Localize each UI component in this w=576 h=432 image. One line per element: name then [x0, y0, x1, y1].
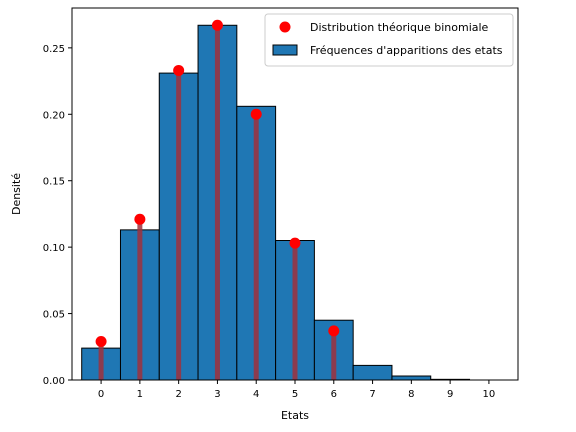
x-tick-label: 3 — [214, 389, 220, 400]
x-tick-label: 4 — [253, 389, 259, 400]
x-ticks: 0 1 2 3 4 5 6 7 8 9 10 — [98, 380, 495, 400]
x-tick-label: 9 — [447, 389, 453, 400]
y-tick-label: 0.10 — [43, 243, 65, 254]
legend-frame — [264, 13, 514, 67]
y-tick-label: 0.05 — [43, 310, 65, 321]
x-tick-label: 2 — [175, 389, 181, 400]
x-tick-label: 1 — [137, 389, 143, 400]
marker-state-0 — [95, 335, 107, 347]
x-tick-label: 10 — [483, 389, 496, 400]
x-tick-label: 6 — [331, 389, 337, 400]
marker-state-2 — [173, 64, 185, 76]
x-tick-label: 0 — [98, 389, 104, 400]
y-ticks: 0.00 0.05 0.10 0.15 0.20 0.25 — [43, 44, 72, 387]
marker-state-6 — [328, 325, 340, 337]
y-tick-label: 0.15 — [43, 177, 65, 188]
y-tick-label: 0.25 — [43, 44, 65, 55]
legend-label-binomial: Distribution théorique binomiale — [310, 21, 489, 34]
marker-state-5 — [289, 237, 301, 249]
legend-label-frequencies: Fréquences d'apparitions des etats — [310, 44, 503, 57]
y-tick-label: 0.00 — [43, 376, 65, 387]
y-tick-label: 0.20 — [43, 110, 65, 121]
marker-state-4 — [250, 108, 262, 120]
legend-marker-binomial — [279, 21, 291, 33]
marker-state-3 — [211, 19, 223, 31]
marker-state-1 — [134, 213, 146, 225]
binomial-stems — [95, 19, 340, 380]
x-tick-label: 5 — [292, 389, 298, 400]
legend: Distribution théorique binomiale Fréquen… — [264, 13, 514, 67]
x-axis-label: Etats — [281, 409, 309, 422]
legend-swatch-frequencies — [272, 44, 298, 56]
x-tick-label: 7 — [369, 389, 375, 400]
x-tick-label: 8 — [408, 389, 414, 400]
bar-state-7 — [352, 364, 393, 381]
bar-state-8 — [391, 375, 432, 381]
y-axis-label: Densité — [10, 173, 23, 215]
